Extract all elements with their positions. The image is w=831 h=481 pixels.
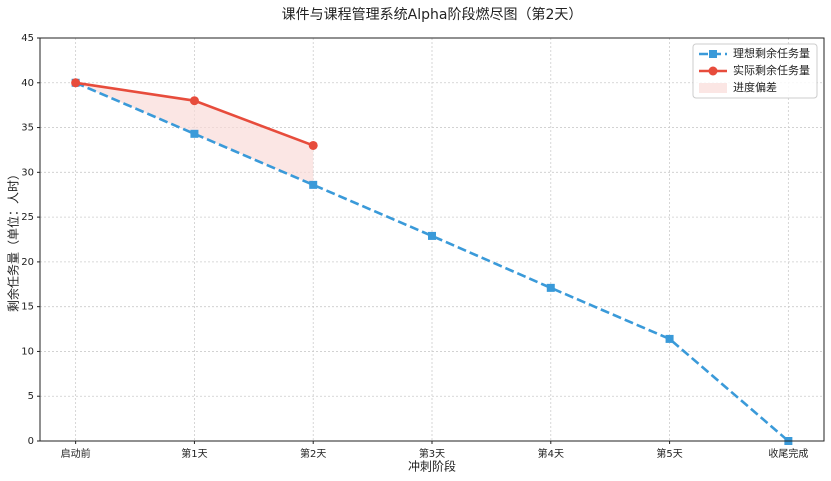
- y-tick-label: 40: [21, 78, 34, 89]
- y-tick-label: 30: [21, 167, 34, 178]
- legend-marker: [708, 66, 718, 76]
- legend-fill: [699, 83, 727, 93]
- x-tick-label: 第4天: [538, 447, 564, 460]
- y-axis-label: 剩余任务量（单位：人时）: [6, 168, 21, 312]
- legend-marker: [709, 50, 717, 58]
- marker: [546, 283, 555, 292]
- legend-label: 进度偏差: [733, 80, 777, 94]
- y-tick-label: 10: [21, 346, 34, 357]
- marker: [309, 180, 318, 189]
- x-tick-label: 收尾完成: [768, 447, 808, 460]
- marker: [665, 334, 674, 343]
- marker: [190, 129, 199, 138]
- x-axis-label: 冲刺阶段: [408, 459, 456, 474]
- y-tick-label: 5: [28, 391, 34, 402]
- y-tick-label: 45: [21, 33, 34, 44]
- x-tick-label: 第3天: [419, 447, 445, 460]
- marker: [71, 78, 81, 88]
- legend-label: 实际剩余任务量: [733, 63, 810, 77]
- x-tick-label: 第1天: [181, 447, 207, 460]
- y-tick-label: 25: [21, 212, 34, 223]
- y-tick-label: 0: [28, 436, 34, 447]
- chart-title: 课件与课程管理系统Alpha阶段燃尽图（第2天）: [282, 6, 583, 23]
- marker: [308, 140, 318, 150]
- marker: [189, 96, 199, 106]
- legend-label: 理想剩余任务量: [733, 46, 810, 60]
- x-tick-label: 第2天: [300, 447, 326, 460]
- x-tick-label: 第5天: [656, 447, 682, 460]
- y-tick-label: 20: [21, 257, 34, 268]
- y-tick-label: 15: [21, 302, 34, 313]
- x-tick-label: 启动前: [61, 447, 91, 460]
- marker: [428, 231, 436, 240]
- y-tick-label: 35: [21, 123, 34, 134]
- plot-frame: [39, 37, 825, 442]
